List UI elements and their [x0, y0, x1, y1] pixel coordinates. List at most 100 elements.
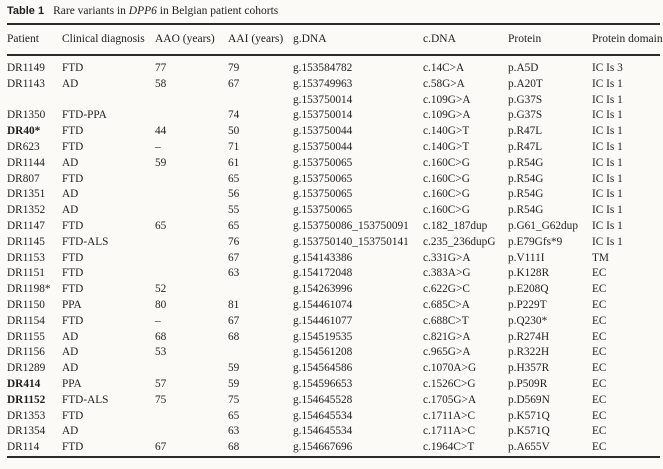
- cell-cdna: c.160C>G: [423, 172, 470, 185]
- cell-cdna: c.821G>A: [423, 330, 471, 343]
- cell-domain: EC: [592, 283, 607, 296]
- cell-domain: IC Is 1: [592, 188, 623, 201]
- cell-aao: 80: [155, 298, 167, 311]
- cell-diagnosis: FTD: [62, 267, 84, 280]
- cell-patient: DR1153: [7, 251, 45, 264]
- cell-patient: DR1351: [7, 188, 46, 201]
- cell-aao: [155, 172, 228, 188]
- cell-cdna: c.160C>G: [423, 204, 470, 217]
- cell-cdna: c.1711A>C: [423, 409, 476, 422]
- cell-diagnosis: FTD: [62, 62, 84, 74]
- cell-patient: DR623: [7, 140, 40, 153]
- caption-gene-name: DPP6: [128, 5, 157, 17]
- cell-patient: DR414: [7, 377, 41, 390]
- cell-gdna: g.154645534: [293, 409, 353, 422]
- header-row: Patient Clinical diagnosis AAO (years) A…: [7, 24, 663, 56]
- table-row: DR1151 FTD 63 g.154172048 c.383A>G p.K128R EC: [7, 266, 660, 282]
- cell-domain: IC Is 1: [592, 235, 623, 248]
- cell-aao: 53: [155, 346, 167, 359]
- cell-protein: p.G37S: [508, 93, 543, 106]
- cell-domain: EC: [592, 441, 607, 454]
- cell-patient: DR1144: [7, 156, 45, 169]
- cell-aai: 59: [228, 377, 240, 390]
- table-row: DR1352 AD 55 g.153750065 c.160C>G p.R54G IC Is…: [7, 203, 660, 219]
- cell-domain: IC Is 1: [592, 140, 623, 153]
- cell-diagnosis: AD: [62, 188, 79, 201]
- cell-cdna: c.140G>T: [423, 125, 470, 138]
- cell-patient: DR1198*: [7, 283, 51, 296]
- cell-cdna: c.965G>A: [423, 346, 471, 359]
- col-header-aai: AAI (years): [228, 24, 293, 56]
- col-header-patient: Patient: [7, 24, 62, 56]
- table-row: DR1153 FTD 67 g.154143386 c.331G>A p.V111I TM: [7, 251, 660, 267]
- cell-domain: TM: [592, 251, 609, 264]
- table-caption-text: Rare variants in DPP6 in Belgian patient…: [53, 5, 278, 17]
- cell-diagnosis: FTD: [62, 409, 84, 422]
- cell-protein: p.E79Gfs*9: [508, 235, 563, 248]
- cell-patient: DR1150: [7, 298, 45, 311]
- table-row: DR623 FTD – 71 g.153750044 c.140G>T p.R47L IC I…: [7, 140, 660, 156]
- cell-cdna: c.235_236dupG: [423, 235, 496, 248]
- cell-domain: IC Is 1: [592, 93, 623, 106]
- cell-aai: [228, 282, 293, 298]
- cell-gdna: g.153750065: [293, 172, 353, 185]
- table-row: DR1354 AD 63 g.154645534 c.1711A>C p.K571Q EC: [7, 424, 660, 440]
- table-row: DR1143 AD 58 67 g.153749963 c.58G>A p.A20T IC I…: [7, 77, 660, 93]
- cell-diagnosis: FTD: [62, 172, 84, 185]
- cell-gdna: g.154645528: [293, 393, 353, 406]
- cell-domain: IC Is 1: [592, 204, 623, 217]
- cell-domain: EC: [592, 267, 607, 280]
- cell-cdna: c.331G>A: [423, 251, 471, 264]
- cell-cdna: c.688C>T: [423, 314, 469, 327]
- cell-gdna: g.153750086_153750091: [293, 219, 409, 232]
- cell-protein: p.K571Q: [508, 425, 550, 438]
- cell-gdna: g.154461077: [293, 314, 353, 327]
- cell-cdna: c.140G>T: [423, 140, 470, 153]
- cell-protein: p.G37S: [508, 109, 543, 122]
- cell-domain: EC: [592, 393, 607, 406]
- cell-gdna: g.153750065: [293, 188, 353, 201]
- cell-protein: p.P509R: [508, 377, 548, 390]
- cell-diagnosis: AD: [62, 362, 79, 375]
- cell-cdna: c.160C>G: [423, 156, 470, 169]
- cell-protein: p.V111I: [508, 251, 545, 264]
- cell-aai: 65: [228, 409, 240, 422]
- cell-domain: IC Is 3: [592, 62, 623, 74]
- cell-cdna: c.14C>A: [423, 62, 465, 74]
- cell-gdna: g.154172048: [293, 267, 353, 280]
- cell-cdna: c.1964C>T: [423, 441, 475, 454]
- cell-diagnosis: FTD: [62, 140, 84, 153]
- cell-domain: IC Is 1: [592, 109, 623, 122]
- table-row: DR40* FTD 44 50 g.153750044 c.140G>T p.R47L IC …: [7, 124, 660, 140]
- cell-cdna: c.109G>A: [423, 93, 471, 106]
- cell-aai: 74: [228, 109, 240, 122]
- table-row: DR1155 AD 68 68 g.154519535 c.821G>A p.R274H EC: [7, 330, 660, 346]
- table-row: DR1198* FTD 52 g.154263996 c.622G>C p.E208Q EC: [7, 282, 660, 298]
- cell-aai: 75: [228, 393, 240, 406]
- cell-protein: p.R54G: [508, 156, 544, 169]
- cell-aai: 55: [228, 204, 240, 217]
- cell-patient: DR1154: [7, 314, 45, 327]
- table-row: DR1144 AD 59 61 g.153750065 c.160C>G p.R54G IC …: [7, 156, 660, 172]
- cell-aao: [155, 93, 228, 109]
- table-row: DR1351 AD 56 g.153750065 c.160C>G p.R54G IC Is…: [7, 187, 660, 203]
- cell-diagnosis: PPA: [62, 298, 82, 311]
- table-row: DR1152 FTD-ALS 75 75 g.154645528 c.1705G>A p.D…: [7, 393, 660, 409]
- table-body: DR1149 FTD 77 79 g.153584782 c.14C>A p.A5D IC I…: [7, 55, 660, 457]
- cell-protein: p.R322H: [508, 346, 550, 359]
- cell-patient: DR1149: [7, 62, 45, 74]
- cell-aao: [155, 361, 228, 377]
- cell-gdna: g.153584782: [293, 62, 353, 74]
- table-row: DR1145 FTD-ALS 76 g.153750140_153750141 c.23…: [7, 235, 660, 251]
- cell-domain: EC: [592, 314, 607, 327]
- cell-diagnosis: FTD-PPA: [62, 109, 107, 122]
- cell-aai: [228, 345, 293, 361]
- cell-protein: p.K128R: [508, 267, 550, 280]
- cell-cdna: c.685C>A: [423, 298, 470, 311]
- cell-diagnosis: FTD: [62, 441, 84, 454]
- table-caption: Table 1 Rare variants in DPP6 in Belgian …: [7, 4, 660, 19]
- cell-aao: 57: [155, 377, 167, 390]
- cell-aai: 81: [228, 298, 240, 311]
- table-row: DR1150 PPA 80 81 g.154461074 c.685C>A p.P229T E…: [7, 298, 660, 314]
- cell-aai: 63: [228, 267, 240, 280]
